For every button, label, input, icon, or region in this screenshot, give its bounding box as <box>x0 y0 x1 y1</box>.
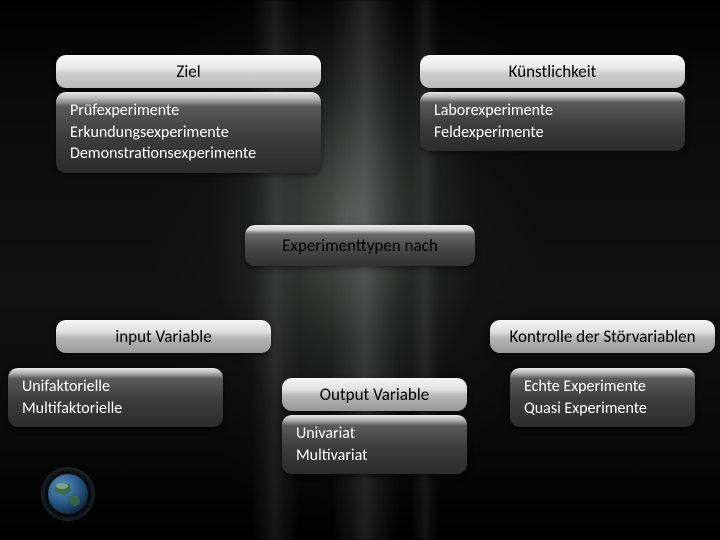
kuenstlichkeit-header: Künstlichkeit <box>420 55 685 88</box>
kontrolle-content: Echte Experimente Quasi Experimente <box>510 368 695 427</box>
globe-earth-icon <box>40 466 96 522</box>
output-variable-header: Output Variable <box>282 378 467 411</box>
kontrolle-header: Kontrolle der Störvariablen <box>490 320 715 353</box>
kontrolle-header-label: Kontrolle der Störvariablen <box>510 326 696 347</box>
input-variable-header: input Variable <box>56 320 271 353</box>
center-box: Experimenttypen nach <box>245 225 475 266</box>
ziel-line-1: Prüfexperimente <box>70 100 307 122</box>
output-variable-content: Univariat Multivariat <box>282 415 467 474</box>
input-header-label: input Variable <box>115 326 211 347</box>
ziel-line-2: Erkundungsexperimente <box>70 122 307 144</box>
input-line-2: Multifaktorielle <box>22 398 209 420</box>
ziel-header: Ziel <box>56 55 321 88</box>
kuenstlichkeit-header-label: Künstlichkeit <box>509 61 597 82</box>
input-line-1: Unifaktorielle <box>22 376 209 398</box>
kuenst-line-1: Laborexperimente <box>434 100 671 122</box>
kontrolle-line-2: Quasi Experimente <box>524 398 681 420</box>
output-line-1: Univariat <box>296 423 453 445</box>
kuenst-line-2: Feldexperimente <box>434 122 671 144</box>
kuenstlichkeit-content: Laborexperimente Feldexperimente <box>420 92 685 151</box>
ziel-line-3: Demonstrationsexperimente <box>70 143 307 165</box>
output-header-label: Output Variable <box>320 384 429 405</box>
ziel-header-label: Ziel <box>176 61 200 82</box>
ziel-content: Prüfexperimente Erkundungsexperimente De… <box>56 92 321 173</box>
output-line-2: Multivariat <box>296 445 453 467</box>
input-variable-content: Unifaktorielle Multifaktorielle <box>8 368 223 427</box>
kontrolle-line-1: Echte Experimente <box>524 376 681 398</box>
center-label: Experimenttypen nach <box>282 235 438 256</box>
